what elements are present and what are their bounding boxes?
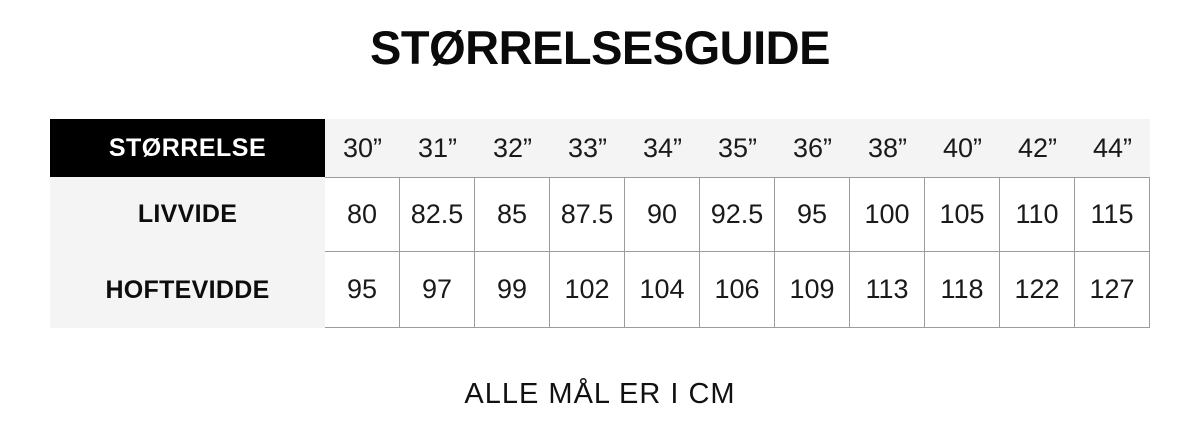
waist-value-cell: 82.5	[400, 177, 475, 252]
measurement-unit-note: ALLE MÅL ER I CM	[464, 378, 736, 410]
size-column-header: 44”	[1075, 119, 1150, 177]
page-title: STØRRELSESGUIDE	[370, 21, 830, 74]
hip-value-cell: 109	[775, 252, 850, 328]
waist-value-cell: 105	[925, 177, 1000, 252]
hip-value-cell: 97	[400, 252, 475, 328]
hip-value-cell: 113	[850, 252, 925, 328]
size-column-header: 34”	[625, 119, 700, 177]
waist-value-cell: 80	[325, 177, 400, 252]
table-corner-header: STØRRELSE	[50, 119, 325, 177]
hip-value-cell: 118	[925, 252, 1000, 328]
hip-value-cell: 106	[700, 252, 775, 328]
waist-value-cell: 92.5	[700, 177, 775, 252]
waist-value-cell: 115	[1075, 177, 1150, 252]
waist-value-cell: 90	[625, 177, 700, 252]
hip-value-cell: 99	[475, 252, 550, 328]
size-column-header: 42”	[1000, 119, 1075, 177]
size-column-header: 35”	[700, 119, 775, 177]
row-label-hip: HOFTEVIDDE	[50, 252, 325, 328]
hip-value-cell: 104	[625, 252, 700, 328]
size-column-header: 33”	[550, 119, 625, 177]
waist-value-cell: 95	[775, 177, 850, 252]
row-label-waist: LIVVIDE	[50, 177, 325, 252]
size-column-header: 31”	[400, 119, 475, 177]
hip-value-cell: 102	[550, 252, 625, 328]
waist-value-cell: 85	[475, 177, 550, 252]
waist-value-cell: 110	[1000, 177, 1075, 252]
hip-value-cell: 127	[1075, 252, 1150, 328]
size-guide-table: STØRRELSE 30” 31” 32” 33” 34” 35” 36” 38…	[50, 119, 1200, 328]
size-column-header: 36”	[775, 119, 850, 177]
size-column-header: 30”	[325, 119, 400, 177]
waist-value-cell: 100	[850, 177, 925, 252]
hip-value-cell: 122	[1000, 252, 1075, 328]
hip-value-cell: 95	[325, 252, 400, 328]
size-column-header: 38”	[850, 119, 925, 177]
size-column-header: 32”	[475, 119, 550, 177]
waist-value-cell: 87.5	[550, 177, 625, 252]
size-column-header: 40”	[925, 119, 1000, 177]
